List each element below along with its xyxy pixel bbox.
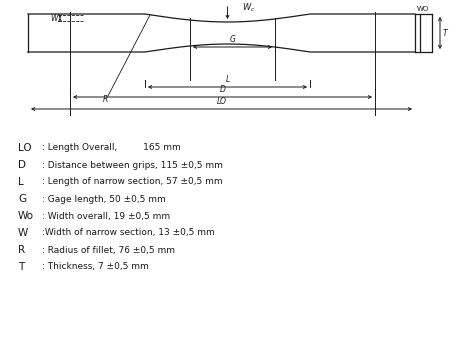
Text: WO: WO [417, 6, 429, 12]
Text: G: G [18, 194, 26, 204]
Text: : Width overall, 19 ±0,5 mm: : Width overall, 19 ±0,5 mm [42, 212, 170, 221]
Text: : Length Overall,         165 mm: : Length Overall, 165 mm [42, 143, 181, 152]
Text: : Radius of fillet, 76 ±0,5 mm: : Radius of fillet, 76 ±0,5 mm [42, 246, 175, 255]
Text: R: R [18, 245, 25, 255]
Text: Wo: Wo [18, 211, 34, 221]
Text: LO: LO [18, 143, 32, 153]
Text: T: T [18, 262, 24, 272]
Text: L: L [225, 75, 229, 84]
Text: G: G [229, 35, 236, 44]
Text: $W_c$: $W_c$ [243, 2, 256, 14]
Text: T: T [443, 29, 447, 37]
Text: R: R [102, 95, 108, 104]
Text: :Width of narrow section, 13 ±0,5 mm: :Width of narrow section, 13 ±0,5 mm [42, 228, 215, 237]
Text: D: D [219, 85, 226, 94]
Text: : Thickness, 7 ±0,5 mm: : Thickness, 7 ±0,5 mm [42, 262, 149, 271]
Text: W: W [18, 228, 28, 238]
Text: : Length of narrow section, 57 ±0,5 mm: : Length of narrow section, 57 ±0,5 mm [42, 178, 223, 186]
Text: LO: LO [217, 97, 227, 106]
Text: W: W [51, 14, 58, 23]
Text: : Distance between grips, 115 ±0,5 mm: : Distance between grips, 115 ±0,5 mm [42, 161, 223, 170]
Text: : Gage length, 50 ±0,5 mm: : Gage length, 50 ±0,5 mm [42, 194, 166, 204]
Text: L: L [18, 177, 24, 187]
Text: D: D [18, 160, 26, 170]
